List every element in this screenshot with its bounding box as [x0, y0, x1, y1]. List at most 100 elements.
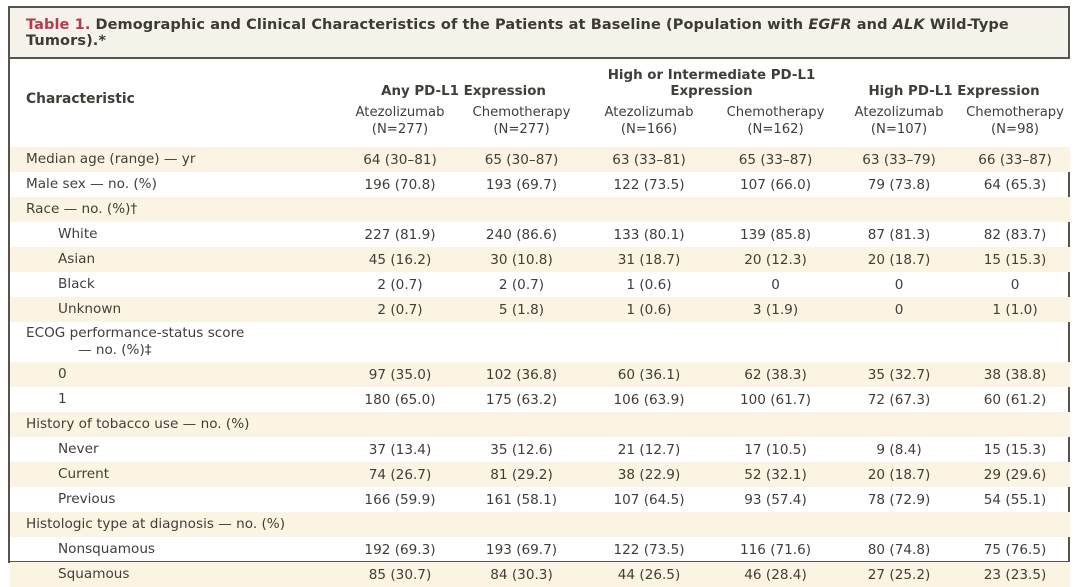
table-row: Median age (range) — yr 64 (30–81) 65 (30… [10, 147, 1071, 173]
table-cell: 180 (65.0) [364, 391, 436, 408]
table-cell [458, 412, 585, 437]
table-cell [585, 412, 713, 437]
group-header-any-pdl1: Any PD-L1 Expression [342, 59, 586, 102]
table-cell: 87 (81.3) [867, 226, 931, 243]
arm-header: Chemotherapy (N=277) [458, 101, 586, 148]
table-cell: 0 [894, 301, 904, 318]
row-label-text: 0 [58, 366, 67, 383]
table-cell: 1 (0.6) [626, 276, 672, 293]
table-cell: 240 (86.6) [485, 226, 558, 243]
row-label-text: 1 [58, 391, 67, 408]
row-label: Current [10, 462, 342, 487]
table-cell: 60 (36.1) [617, 366, 681, 383]
row-label-text: Race — no. (%)† [26, 201, 138, 218]
table-cell: 62 (38.3) [744, 366, 807, 383]
table-cell [838, 412, 960, 437]
row-label-text: Median age (range) — yr [26, 151, 196, 168]
table-cell: 72 (67.3) [867, 391, 931, 408]
row-label: Race — no. (%)† [10, 197, 342, 222]
table-cell: 17 (10.5) [744, 441, 807, 458]
table-cell [960, 512, 1070, 537]
table-cell: 102 (36.8) [485, 366, 558, 383]
table-cell: 122 (73.5) [613, 176, 685, 193]
table-cell [458, 197, 585, 222]
table-cell [960, 412, 1070, 437]
arm-name: Atezolizumab [355, 105, 445, 121]
table-cell [342, 512, 458, 537]
table-cell [713, 412, 838, 437]
table-cell: 66 (33–87) [978, 151, 1052, 168]
arm-name: Chemotherapy [726, 105, 825, 121]
table-cell: 193 (69.7) [485, 541, 558, 558]
row-label: History of tobacco use — no. (%) [10, 412, 342, 437]
table-cell: 38 (22.9) [617, 466, 681, 483]
table-cell: 0 [771, 276, 780, 293]
table-cell: 84 (30.3) [490, 566, 553, 583]
table-cell: 107 (66.0) [739, 176, 812, 193]
table-cell [342, 322, 458, 362]
table-cell: 5 (1.8) [498, 301, 545, 318]
table-cell: 75 (76.5) [983, 541, 1047, 558]
table-cell: 60 (61.2) [983, 391, 1047, 408]
table-cell [342, 412, 458, 437]
arm-header: Atezolizumab (N=107) [838, 101, 961, 148]
group-header-row: Characteristic Any PD-L1 Expression High… [10, 59, 1071, 148]
arm-n: (N=277) [493, 122, 550, 138]
table-row: 0 97 (35.0) 102 (36.8) 60 (36.1) 62 (38.3) 3… [10, 362, 1071, 388]
table-cell: 30 (10.8) [490, 251, 553, 268]
row-label: Nonsquamous [10, 537, 342, 562]
table-cell [585, 197, 713, 222]
row-label-text: History of tobacco use — no. (%) [26, 416, 250, 433]
table-row: White 227 (81.9) 240 (86.6) 133 (80.1) 139 … [10, 222, 1070, 247]
table-cell: 15 (15.3) [983, 251, 1047, 268]
table-row: Asian 45 (16.2) 30 (10.8) 31 (18.7) 20 (12.… [10, 247, 1071, 273]
table-frame: Table 1. Demographic and Clinical Charact… [8, 6, 1071, 587]
row-label-text: Asian [58, 251, 96, 268]
table-cell: 85 (30.7) [368, 566, 432, 583]
table-cell [838, 197, 960, 222]
table-cell: 133 (80.1) [613, 226, 685, 243]
table-cell [960, 322, 1070, 362]
table-row: Race — no. (%)† [10, 197, 1071, 223]
table-cell [585, 512, 713, 537]
table-cell: 45 (16.2) [368, 251, 432, 268]
table-cell: 193 (69.7) [485, 176, 558, 193]
row-label: 0 [10, 362, 342, 387]
row-label-text: Nonsquamous [58, 541, 156, 558]
table-cell [713, 512, 838, 537]
table-cell: 82 (83.7) [983, 226, 1047, 243]
table-cell: 20 (18.7) [867, 466, 931, 483]
table-cell: 44 (26.5) [617, 566, 681, 583]
table-cell: 0 [1010, 276, 1020, 293]
title-text-mid: and [851, 17, 893, 33]
arm-name: Atezolizumab [604, 105, 694, 121]
table-cell: 122 (73.5) [613, 541, 685, 558]
table-header: Characteristic Any PD-L1 Expression High… [10, 59, 1071, 148]
table-cell [838, 322, 960, 362]
arm-n: (N=277) [371, 122, 429, 138]
table-cell: 20 (18.7) [867, 251, 931, 268]
title-text-post: Wild-Type Tumors).* [26, 17, 1009, 49]
row-label: Male sex — no. (%) [10, 172, 342, 197]
table-cell: 63 (33–81) [612, 151, 686, 168]
row-label-text: Unknown [58, 301, 122, 318]
arm-name: Chemotherapy [472, 105, 571, 121]
table-cell: 27 (25.2) [867, 566, 931, 583]
table-number-label: Table 1. [26, 17, 91, 33]
group-header-high-intermediate-pdl1: High or Intermediate PD-L1 Expression [585, 59, 839, 102]
table-row: Current 74 (26.7) 81 (29.2) 38 (22.9) 52 (3… [10, 462, 1071, 488]
row-label: Median age (range) — yr [10, 147, 342, 172]
row-label: Squamous [10, 562, 342, 587]
table-cell: 2 (0.7) [498, 276, 545, 293]
table-row: 1 180 (65.0) 175 (63.2) 106 (63.9) 100 (61.… [10, 387, 1070, 412]
table-cell: 37 (13.4) [368, 441, 432, 458]
table-cell: 175 (63.2) [485, 391, 558, 408]
arm-n: (N=166) [620, 122, 678, 138]
table-row: Squamous 85 (30.7) 84 (30.3) 44 (26.5) 46 (… [10, 562, 1071, 587]
row-label: 1 [10, 387, 342, 412]
baseline-characteristics-table: Characteristic Any PD-L1 Expression High… [10, 59, 1071, 587]
gene-name-alk: ALK [892, 17, 925, 33]
row-label-text: Black [58, 276, 95, 293]
table-body: Median age (range) — yr 64 (30–81) 65 (30… [10, 147, 1071, 587]
table-cell: 1 (0.6) [626, 301, 672, 318]
